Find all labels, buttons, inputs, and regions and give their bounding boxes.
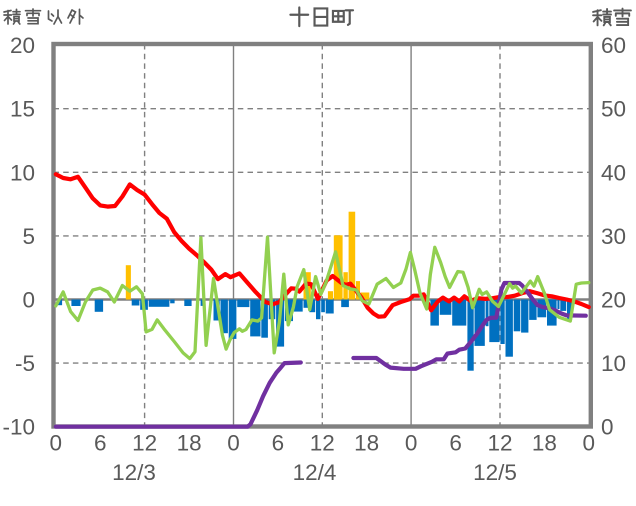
- svg-text:50: 50: [601, 97, 626, 122]
- svg-text:5: 5: [22, 224, 35, 249]
- svg-text:18: 18: [532, 431, 557, 456]
- svg-text:6: 6: [272, 431, 285, 456]
- svg-text:0: 0: [227, 431, 240, 456]
- svg-text:18: 18: [177, 431, 202, 456]
- svg-text:0: 0: [405, 431, 418, 456]
- svg-text:30: 30: [601, 224, 626, 249]
- svg-text:20: 20: [10, 33, 35, 58]
- svg-text:12: 12: [132, 431, 157, 456]
- svg-text:10: 10: [10, 160, 35, 185]
- svg-text:6: 6: [449, 431, 462, 456]
- svg-text:-5: -5: [15, 351, 35, 376]
- svg-text:12/3: 12/3: [112, 460, 156, 485]
- svg-text:20: 20: [601, 288, 626, 313]
- svg-text:6: 6: [94, 431, 107, 456]
- svg-text:40: 40: [601, 160, 626, 185]
- svg-text:12/5: 12/5: [473, 460, 517, 485]
- svg-text:0: 0: [583, 431, 596, 456]
- svg-text:60: 60: [601, 33, 626, 58]
- svg-text:0: 0: [601, 415, 614, 440]
- svg-text:-10: -10: [2, 415, 35, 440]
- svg-text:10: 10: [601, 351, 626, 376]
- svg-text:0: 0: [50, 431, 63, 456]
- svg-text:12: 12: [487, 431, 512, 456]
- svg-text:0: 0: [22, 288, 35, 313]
- svg-text:15: 15: [10, 97, 35, 122]
- svg-text:18: 18: [354, 431, 379, 456]
- svg-text:12: 12: [310, 431, 335, 456]
- svg-text:12/4: 12/4: [293, 460, 337, 485]
